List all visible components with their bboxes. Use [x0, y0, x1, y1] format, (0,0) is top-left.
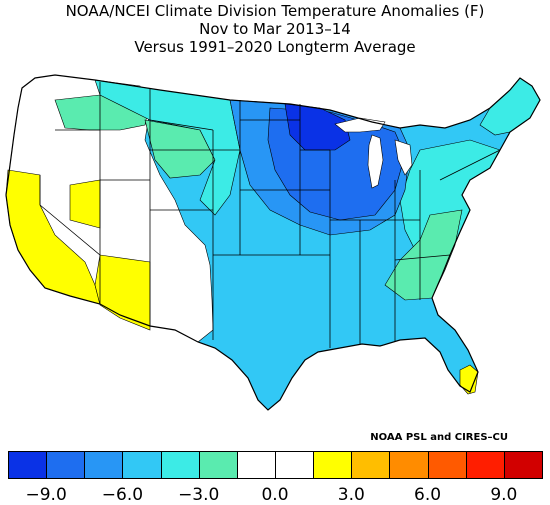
legend-swatch	[503, 451, 543, 479]
legend-tick-label: 6.0	[414, 485, 442, 505]
legend-tick-label: 9.0	[490, 485, 518, 505]
legend-swatch	[389, 451, 429, 479]
legend-swatch	[313, 451, 353, 479]
us-anomaly-map	[5, 74, 541, 411]
deep-blue-region-minnesota	[284, 103, 351, 151]
title-line-3: Versus 1991–2020 Longterm Average	[134, 38, 416, 56]
legend-swatch	[46, 451, 86, 479]
legend-swatch	[427, 451, 467, 479]
yellow-region-arizona	[94, 254, 151, 331]
legend-tick-label: 0.0	[261, 485, 289, 505]
legend-swatch	[236, 451, 276, 479]
green-region-northeast	[479, 77, 541, 136]
green-region-southeast	[384, 209, 463, 301]
title-line-2: Nov to Mar 2013–14	[199, 20, 351, 38]
legend-swatch	[465, 451, 505, 479]
legend-tick-label: −6.0	[101, 485, 144, 505]
title-line-1: NOAA/NCEI Climate Division Temperature A…	[65, 2, 485, 20]
color-legend	[8, 451, 543, 481]
legend-tick-label: 3.0	[337, 485, 365, 505]
legend-swatch	[275, 451, 315, 479]
state-boundaries	[39, 82, 501, 348]
legend-tick-label: −3.0	[178, 485, 220, 505]
legend-swatch	[122, 451, 162, 479]
lake-michigan	[367, 134, 384, 189]
legend-swatch	[351, 451, 391, 479]
yellow-region-nevada-utah	[69, 179, 101, 229]
legend-tick-label: −9.0	[25, 485, 67, 505]
legend-swatch	[84, 451, 124, 479]
legend-swatch	[8, 451, 48, 479]
credit-label: NOAA PSL and CIRES–CU	[370, 432, 508, 443]
legend-swatch	[160, 451, 200, 479]
lake-huron-erie	[394, 139, 413, 176]
legend-swatch	[198, 451, 238, 479]
us-outline	[5, 74, 541, 411]
